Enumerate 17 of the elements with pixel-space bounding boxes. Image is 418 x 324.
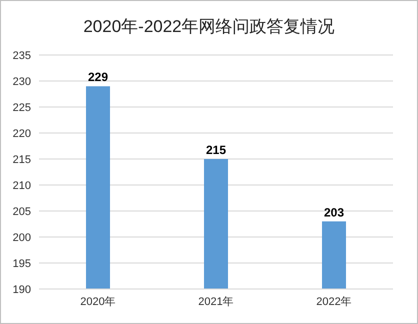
x-tick-label: 2020年 bbox=[80, 296, 116, 308]
x-tick-label: 2022年 bbox=[316, 296, 352, 308]
y-tick-label: 210 bbox=[12, 180, 31, 192]
x-tick-label: 2021年 bbox=[198, 296, 234, 308]
y-tick-label: 230 bbox=[12, 76, 31, 88]
data-label: 203 bbox=[324, 205, 344, 220]
y-tick-label: 205 bbox=[12, 206, 31, 218]
y-tick-label: 195 bbox=[12, 258, 31, 270]
y-tick-label: 220 bbox=[12, 128, 31, 140]
data-label: 215 bbox=[206, 143, 226, 157]
y-tick-label: 235 bbox=[12, 50, 31, 62]
chart-title: 2020年-2022年网络问政答复情况 bbox=[82, 16, 336, 38]
y-tick-label: 215 bbox=[12, 154, 31, 166]
y-tick-label: 200 bbox=[12, 232, 31, 244]
y-tick-label: 225 bbox=[12, 102, 31, 114]
data-label: 229 bbox=[88, 70, 108, 84]
y-tick-label: 190 bbox=[12, 284, 31, 296]
